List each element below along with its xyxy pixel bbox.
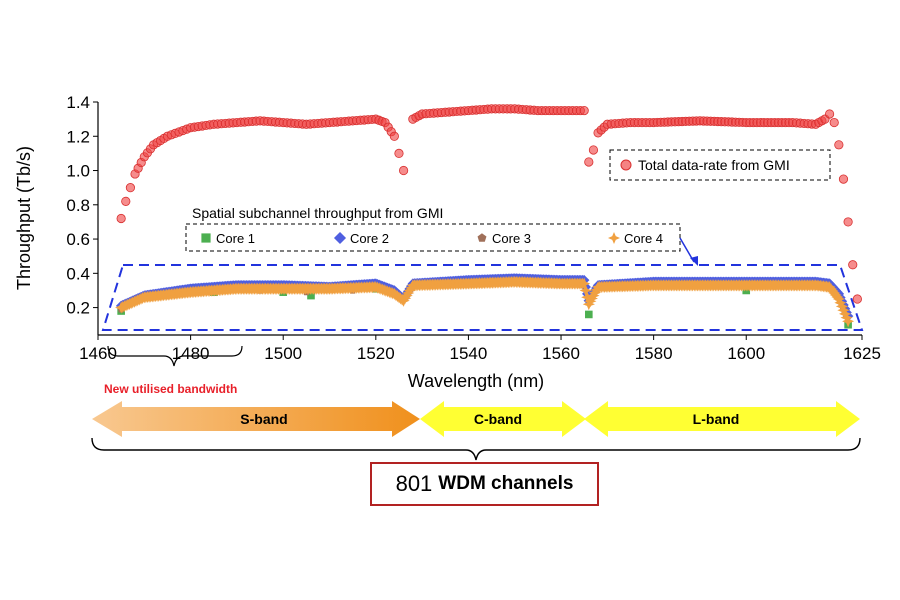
y-tick-label: 0.2 (66, 299, 90, 318)
subchannel-region-outline (101, 264, 864, 331)
channels-text: WDM channels (438, 473, 574, 494)
x-tick-label: 1560 (542, 344, 580, 363)
new-bandwidth-brace (107, 345, 243, 367)
legend-item-core-1: Core 1 (201, 231, 255, 246)
subchannel-legend-title: Spatial subchannel throughput from GMI (192, 205, 443, 221)
legend-label: Core 4 (624, 231, 663, 246)
data-point (125, 183, 136, 193)
series-core-4 (115, 275, 855, 328)
data-point (834, 140, 844, 150)
data-point (842, 315, 855, 328)
data-point (852, 294, 862, 304)
series-total-data-rate-from-gmi (116, 104, 862, 304)
x-ticks: 1460 1480 1500 1520 1540 1560 1580 1600 1625 (79, 335, 881, 363)
x-tick-label: 1580 (635, 344, 673, 363)
legend-item-core-3: Core 3 (477, 231, 531, 246)
data-point (824, 109, 835, 119)
x-axis-label: Wavelength (nm) (408, 371, 544, 391)
x-tick-label: 1625 (843, 344, 881, 363)
legend-pointer-arrowhead (690, 256, 698, 266)
y-tick-label: 0.4 (66, 264, 90, 283)
y-axis-label: Throughput (Tb/s) (14, 146, 34, 290)
data-point (843, 217, 853, 227)
l-band-label: L-band (693, 411, 740, 427)
data-point (394, 148, 404, 158)
legend-label: Core 1 (216, 231, 255, 246)
data-point (848, 260, 858, 270)
legend-marker (201, 233, 211, 243)
legend-marker (333, 231, 347, 245)
total-legend-marker (620, 159, 632, 171)
total-legend: Total data-rate from GMI (609, 149, 831, 181)
data-point (585, 310, 593, 319)
data-point (584, 157, 594, 167)
subchannel-legend-box (185, 223, 681, 252)
c-band-label: C-band (474, 411, 522, 427)
data-point (829, 117, 839, 128)
x-tick-label: 1600 (727, 344, 765, 363)
legend-marker (607, 231, 621, 245)
core-legend-items: Core 1 Core 2 Core 3 Core 4 (201, 231, 663, 246)
c-band-arrow (420, 401, 586, 437)
x-tick-label: 1460 (79, 344, 117, 363)
x-tick-label: 1500 (264, 344, 302, 363)
y-tick-label: 1.2 (66, 127, 90, 146)
y-ticks: 0.2 0.4 0.6 0.8 1.0 1.2 1.4 (66, 93, 98, 318)
data-point (116, 213, 126, 224)
channels-number: 801 (395, 471, 433, 496)
data-point (588, 145, 599, 155)
total-legend-label: Total data-rate from GMI (638, 157, 790, 173)
data-point (838, 174, 849, 184)
new-bandwidth-label: New utilised bandwidth (104, 382, 237, 396)
y-tick-label: 1.0 (66, 162, 90, 181)
legend-label: Core 3 (492, 231, 531, 246)
s-band-arrow (92, 401, 420, 437)
s-band-label: S-band (240, 411, 287, 427)
data-point (121, 196, 131, 206)
x-tick-label: 1520 (357, 344, 395, 363)
series-layer (115, 104, 862, 329)
data-point (389, 131, 399, 141)
l-band-arrow (584, 401, 860, 437)
y-tick-label: 0.6 (66, 230, 90, 249)
subchannel-legend: Spatial subchannel throughput from GMI C… (185, 205, 698, 266)
axes-frame (97, 102, 862, 336)
data-point (579, 105, 589, 116)
legend-label: Core 2 (350, 231, 389, 246)
band-arrows: S-band C-band L-band (92, 401, 860, 437)
legend-marker (477, 233, 487, 242)
legend-item-core-2: Core 2 (333, 231, 389, 246)
x-tick-label: 1540 (450, 344, 488, 363)
total-legend-box (609, 149, 831, 181)
y-tick-label: 1.4 (66, 93, 90, 112)
channels-brace (91, 437, 861, 461)
x-tick-label: 1480 (172, 344, 210, 363)
y-tick-label: 0.8 (66, 196, 90, 215)
wdm-channels-box: 801 WDM channels (370, 462, 599, 506)
legend-item-core-4: Core 4 (607, 231, 663, 246)
data-point (398, 165, 409, 176)
